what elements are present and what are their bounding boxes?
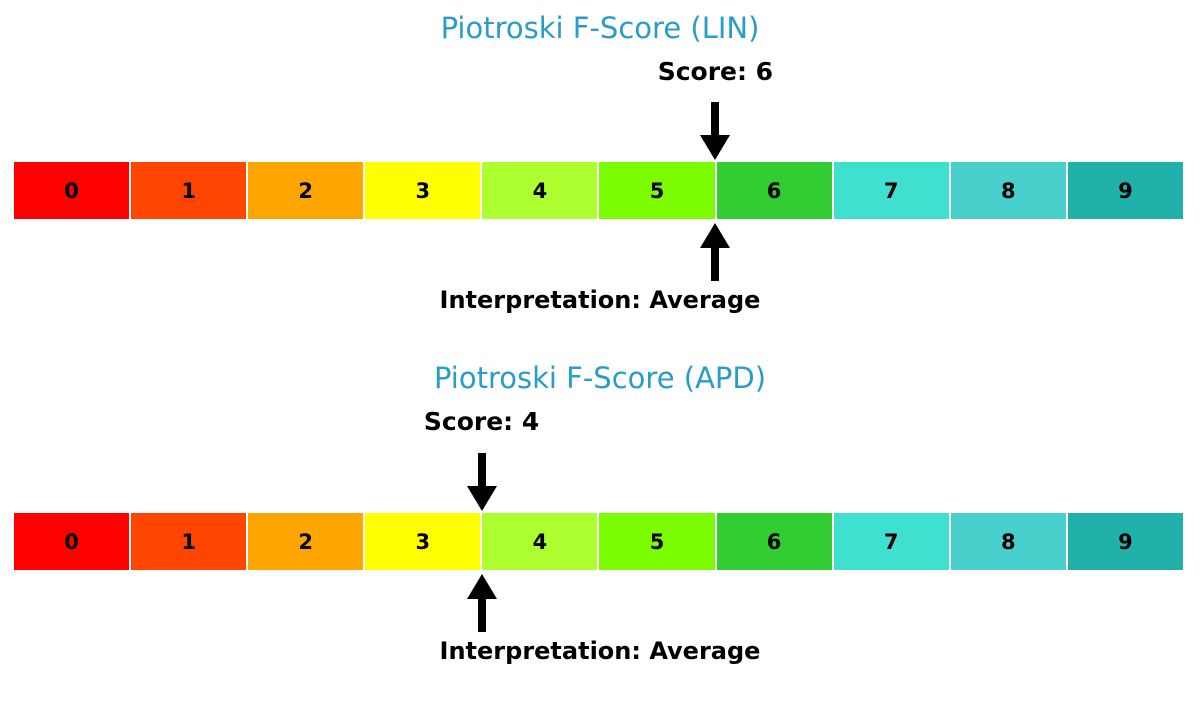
scale-cell-4: 4 <box>482 513 598 570</box>
scale-cell-7: 7 <box>833 162 949 219</box>
chart-title: Piotroski F-Score (LIN) <box>440 11 760 45</box>
scale-cell-0: 0 <box>14 513 130 570</box>
interpretation-annotation: Interpretation: Average <box>439 637 761 665</box>
scale-cell-3: 3 <box>365 513 481 570</box>
score-arrow-down-icon <box>466 453 497 511</box>
scale-cell-2: 2 <box>248 513 364 570</box>
interpretation-arrow-up-icon <box>466 574 497 632</box>
scale-cell-1: 1 <box>131 162 247 219</box>
scale-cell-8: 8 <box>950 513 1066 570</box>
scale-cell-1: 1 <box>131 513 247 570</box>
interpretation-annotation: Interpretation: Average <box>439 286 761 314</box>
scale-cell-9: 9 <box>1067 513 1183 570</box>
score-annotation: Score: 6 <box>657 57 774 86</box>
scale-cell-6: 6 <box>716 513 832 570</box>
scale-cell-3: 3 <box>365 162 481 219</box>
scale-cell-0: 0 <box>14 162 130 219</box>
scale-cell-6: 6 <box>716 162 832 219</box>
scale-cell-4: 4 <box>482 162 598 219</box>
scale-cell-2: 2 <box>248 162 364 219</box>
scale-cell-8: 8 <box>950 162 1066 219</box>
score-arrow-down-icon <box>700 102 731 160</box>
score-annotation: Score: 4 <box>423 407 540 436</box>
scale-cell-7: 7 <box>833 513 949 570</box>
scale-cell-9: 9 <box>1067 162 1183 219</box>
scale-cell-5: 5 <box>599 513 715 570</box>
interpretation-arrow-up-icon <box>700 223 731 281</box>
chart-title: Piotroski F-Score (APD) <box>433 361 767 395</box>
scale-cell-5: 5 <box>599 162 715 219</box>
